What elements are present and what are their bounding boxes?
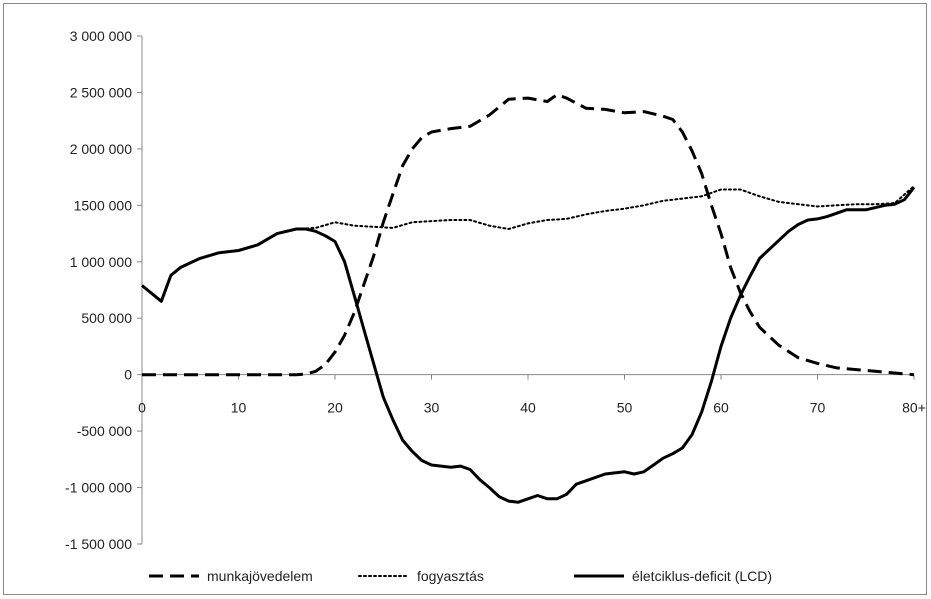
x-tick-label: 50 [617, 400, 633, 416]
y-tick-label: -500 000 [77, 423, 132, 439]
y-tick-label: 500 000 [81, 310, 132, 326]
y-tick-label: 1500 000 [74, 197, 133, 213]
y-axis: 3 000 000 2 500 000 2 000 000 1500 000 1 000… [65, 28, 143, 552]
x-tick-label: 30 [424, 400, 440, 416]
y-tick-label: 0 [124, 367, 132, 383]
legend-label: életciklus-deficit (LCD) [632, 568, 772, 584]
y-tick-label: 1 000 000 [70, 254, 132, 270]
chart-frame: 3 000 000 2 500 000 2 000 000 1500 000 1 000… [3, 3, 927, 595]
line-chart: 3 000 000 2 500 000 2 000 000 1500 000 1 000… [65, 28, 926, 584]
series-lines [141, 93, 916, 504]
x-tick-label: 80+ [902, 400, 926, 416]
series-line-2 [141, 186, 916, 504]
y-tick-label: -1 500 000 [65, 536, 132, 552]
x-tick-label: 10 [231, 400, 247, 416]
x-tick-label: 20 [327, 400, 343, 416]
y-tick-label: 2 500 000 [70, 84, 132, 100]
series-line-0 [142, 93, 915, 377]
legend-label: fogyasztás [417, 568, 484, 584]
x-tick-label: 40 [520, 400, 536, 416]
x-tick-label: 70 [810, 400, 826, 416]
legend-label: munkajövedelem [207, 568, 313, 584]
x-tick-label: 0 [138, 400, 146, 416]
y-tick-label: 2 000 000 [70, 141, 132, 157]
x-tick-label: 60 [713, 400, 729, 416]
y-tick-label: -1 000 000 [65, 480, 132, 496]
series-line-1 [295, 185, 915, 230]
y-tick-label: 3 000 000 [70, 28, 132, 44]
legend: munkajövedelem fogyasztás életciklus-defic… [149, 568, 772, 584]
x-axis: 0 10 20 30 40 50 60 70 80+ [138, 374, 926, 416]
